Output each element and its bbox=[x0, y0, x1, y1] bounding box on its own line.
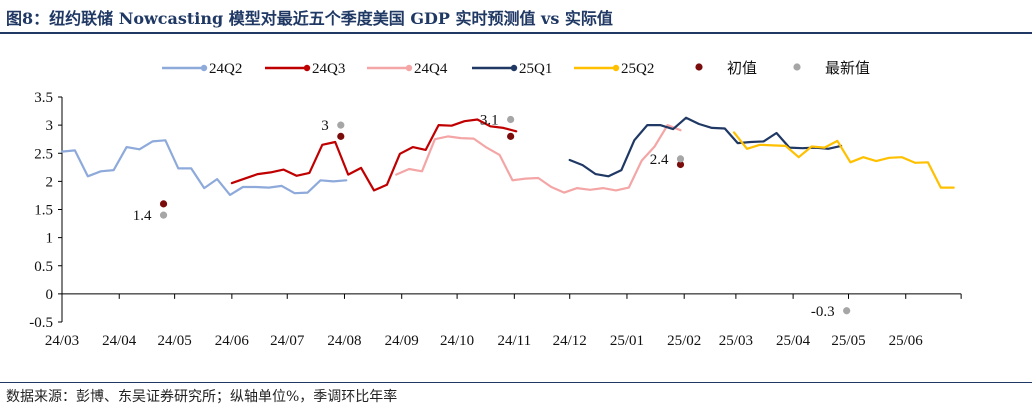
data-label: -0.3 bbox=[811, 304, 835, 320]
marker-latest bbox=[159, 211, 168, 219]
legend-dot-24Q3 bbox=[303, 64, 311, 72]
source-note: 数据来源：彭博、东吴证券研究所；纵轴单位%，季调环比年率 bbox=[6, 389, 398, 405]
legend-label-latest: 最新值 bbox=[825, 60, 870, 77]
y-tick-label: 3.5 bbox=[34, 90, 53, 106]
chart-annotations: 1.4 3 3.1 2.4 -0.3 bbox=[133, 113, 835, 320]
x-tick-label: 24/09 bbox=[385, 333, 419, 349]
data-label: 2.4 bbox=[650, 152, 669, 168]
series-line-25Q2 bbox=[732, 131, 955, 189]
x-tick-label: 25/02 bbox=[667, 333, 701, 349]
x-tick-label: 25/03 bbox=[719, 333, 753, 349]
x-tick-label: 24/11 bbox=[498, 333, 532, 349]
x-tick-label: 25/06 bbox=[889, 333, 924, 349]
marker-latest bbox=[507, 115, 515, 124]
x-tick-label: 24/10 bbox=[440, 333, 474, 349]
x-tick-label: 24/12 bbox=[553, 333, 587, 349]
series-line-24Q4 bbox=[395, 123, 682, 194]
marker-initial bbox=[159, 200, 168, 208]
x-tick-label: 24/06 bbox=[215, 333, 250, 349]
legend-label-24Q4: 24Q4 bbox=[414, 61, 448, 77]
x-tick-label: 25/01 bbox=[610, 333, 644, 349]
legend-dot-initial bbox=[695, 63, 703, 71]
marker-initial bbox=[337, 132, 345, 140]
marker-latest bbox=[676, 155, 685, 163]
chart-markers bbox=[159, 115, 851, 315]
data-label: 1.4 bbox=[133, 208, 152, 224]
legend-dot-25Q1 bbox=[510, 64, 518, 72]
y-tick-label: 3 bbox=[46, 118, 54, 134]
marker-latest bbox=[843, 307, 851, 315]
y-tick-label: 2 bbox=[46, 174, 54, 190]
y-tick-label: 0.5 bbox=[34, 259, 53, 275]
x-tick-label: 24/03 bbox=[45, 333, 79, 349]
x-tick-label: 24/05 bbox=[158, 333, 192, 349]
marker-initial bbox=[676, 160, 685, 169]
marker-latest bbox=[337, 121, 345, 129]
legend-label-24Q2: 24Q2 bbox=[209, 61, 242, 77]
series-line-25Q1 bbox=[568, 116, 843, 178]
chart-axes: -0.5 0 0.5 1 1.5 2 2.5 3 3.5 24/03 24/04 24/05 24/06… bbox=[29, 90, 962, 349]
chart-legend: 24Q2 24Q3 24Q4 25Q1 25Q2 初值 最新值 bbox=[162, 60, 870, 77]
gdp-nowcast-chart: 24Q2 24Q3 24Q4 25Q1 25Q2 初值 最新值 -0.5 0 0.5 1 1.5 2 2… bbox=[29, 60, 962, 349]
y-tick-label: 1 bbox=[46, 231, 54, 247]
marker-initial bbox=[507, 132, 515, 140]
legend-dot-24Q4 bbox=[405, 64, 413, 72]
y-tick-label: 0 bbox=[46, 287, 54, 303]
series-line-24Q3 bbox=[230, 118, 518, 192]
x-tick-label: 24/08 bbox=[327, 333, 361, 349]
y-tick-label: 1.5 bbox=[34, 203, 53, 219]
figure-title: 图8：纽约联储 Nowcasting 模型对最近五个季度美国 GDP 实时预测值… bbox=[6, 9, 613, 28]
x-tick-label: 25/04 bbox=[776, 333, 811, 349]
data-label: 3 bbox=[321, 118, 329, 134]
chart-series bbox=[60, 116, 955, 196]
y-tick-label: -0.5 bbox=[29, 315, 53, 331]
source-divider bbox=[0, 382, 1032, 383]
legend-label-25Q1: 25Q1 bbox=[519, 61, 552, 77]
legend-dot-latest bbox=[793, 63, 801, 71]
x-tick-label: 24/04 bbox=[102, 333, 137, 349]
x-tick-label: 24/07 bbox=[270, 333, 305, 349]
legend-label-24Q3: 24Q3 bbox=[312, 61, 345, 77]
title-divider bbox=[0, 32, 1032, 34]
legend-dot-25Q2 bbox=[612, 64, 620, 72]
x-tick-label: 25/05 bbox=[831, 333, 865, 349]
legend-label-initial: 初值 bbox=[727, 60, 757, 77]
legend-label-25Q2: 25Q2 bbox=[621, 61, 654, 77]
y-tick-label: 2.5 bbox=[34, 146, 53, 162]
series-line-24Q2 bbox=[60, 139, 348, 196]
legend-dot-24Q2 bbox=[200, 64, 208, 72]
data-label: 3.1 bbox=[480, 113, 499, 129]
